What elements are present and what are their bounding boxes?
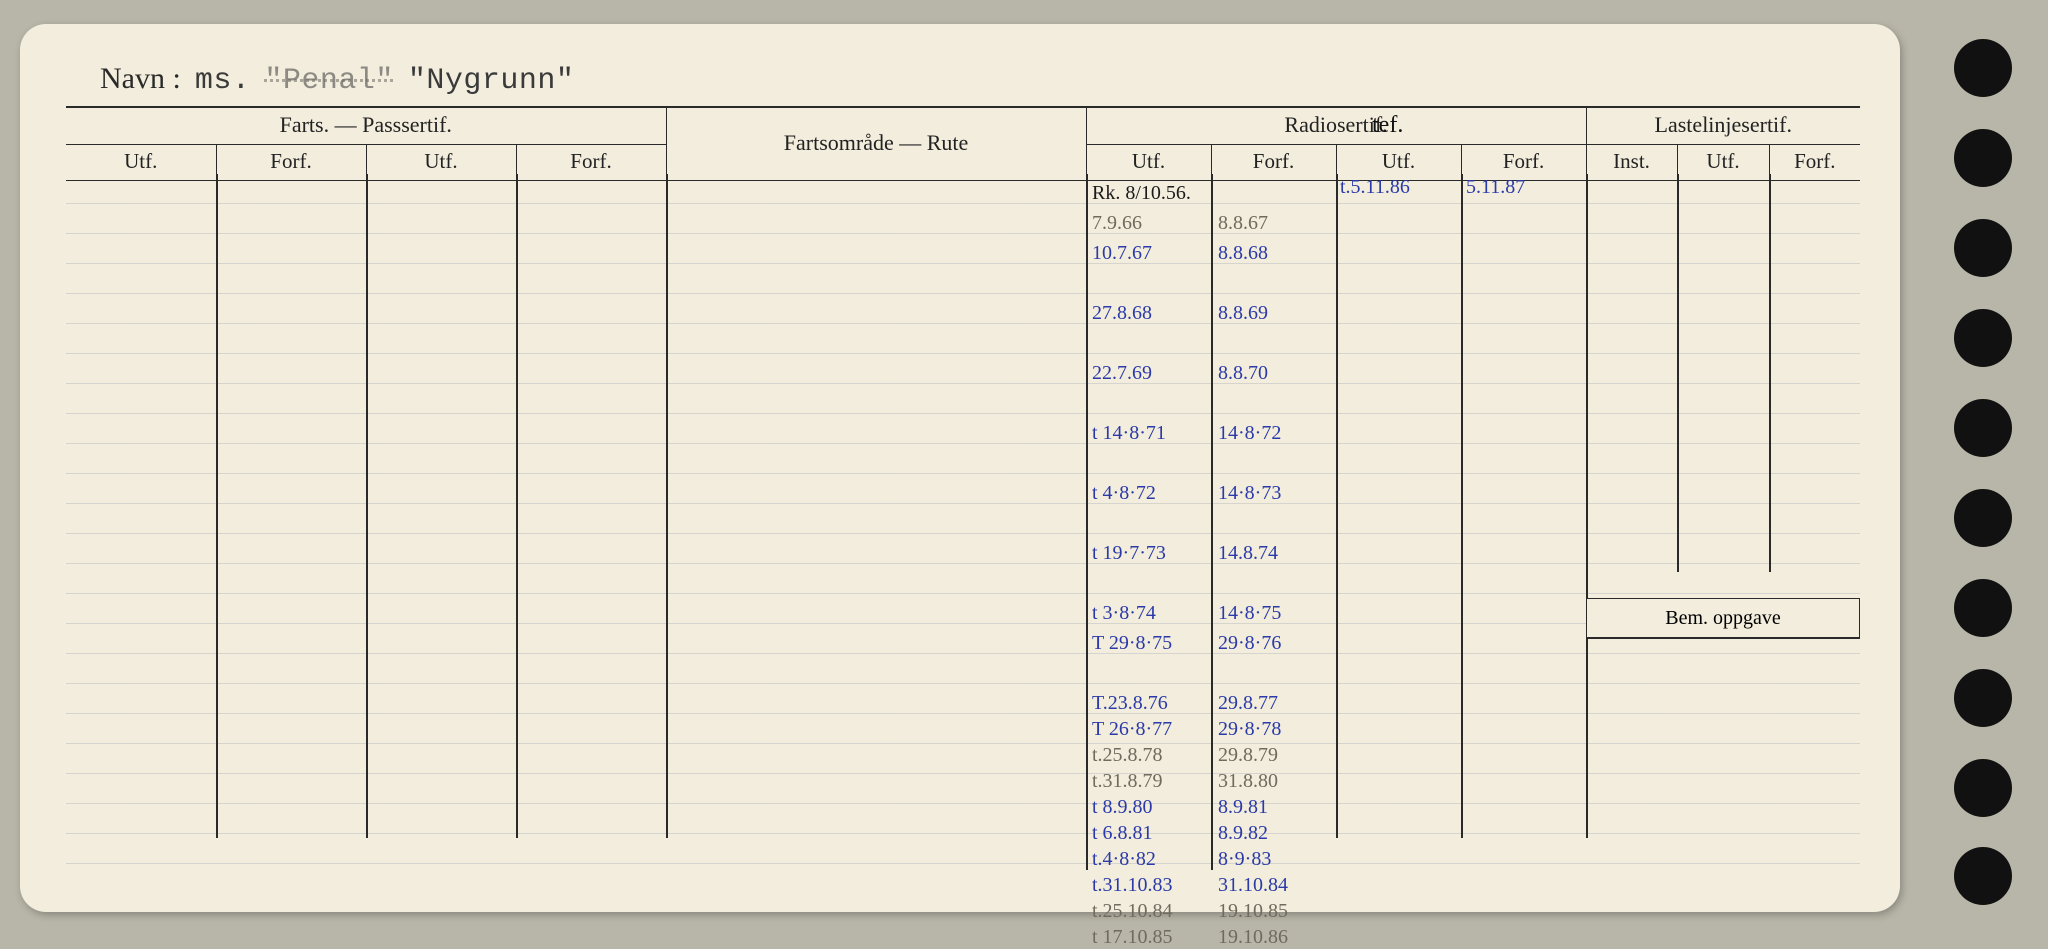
hand-entry: t 6.8.81	[1092, 822, 1153, 845]
hand-entry: 22.7.69	[1092, 362, 1152, 385]
hand-entry: t 17.10.85	[1092, 926, 1173, 949]
hand-entry: t 3·8·74	[1092, 602, 1156, 625]
hand-entry: t 19·7·73	[1092, 542, 1166, 565]
column-rule	[1461, 174, 1463, 838]
th-group-pass: Farts. — Passsertif.	[66, 107, 666, 145]
hand-entry: 8·9·83	[1218, 848, 1271, 871]
binder-hole	[1954, 579, 2012, 637]
th-laste-utf: Utf.	[1677, 145, 1769, 181]
hand-entry: 8.8.68	[1218, 242, 1268, 265]
index-card: Navn : ms. "Penal" "Nygrunn" Farts. — Pa…	[20, 24, 1900, 912]
binder-hole	[1954, 399, 2012, 457]
hand-entry: t 14·8·71	[1092, 422, 1166, 445]
th-laste-forf: Forf.	[1769, 145, 1860, 181]
binder-hole	[1954, 129, 2012, 187]
navn-label: Navn :	[100, 62, 181, 96]
column-rule	[1586, 174, 1588, 838]
header-grid: Farts. — Passsertif. Fartsområde — Rute …	[66, 106, 1860, 181]
hand-entry: 8.8.70	[1218, 362, 1268, 385]
name-prefix-typed: ms.	[195, 64, 251, 98]
column-rule	[516, 174, 518, 838]
hand-entry: 19.10.86	[1218, 926, 1288, 949]
th-laste-inst: Inst.	[1586, 145, 1677, 181]
hand-entry: 31.10.84	[1218, 874, 1288, 897]
binder-hole	[1954, 847, 2012, 905]
th-group-laste: Lastelinjesertif.	[1586, 107, 1860, 145]
column-rule	[1336, 174, 1338, 838]
th-radio-forf1: Forf.	[1211, 145, 1336, 181]
ruled-lines	[66, 174, 1860, 882]
hand-entry: 29.8.79	[1218, 744, 1278, 767]
hand-entry: T 26·8·77	[1092, 718, 1172, 741]
name-current-typed: "Nygrunn"	[408, 64, 575, 98]
hand-entry: t.4·8·82	[1092, 848, 1156, 871]
binder-hole	[1954, 309, 2012, 367]
th-pass-forf1: Forf.	[216, 145, 366, 181]
hand-entry: t 4·8·72	[1092, 482, 1156, 505]
binder-holes	[1932, 0, 2012, 936]
column-rule	[1769, 174, 1771, 572]
th-pass-utf2: Utf.	[366, 145, 516, 181]
hand-entry: 14·8·75	[1218, 602, 1281, 625]
hand-entry: 5.11.87	[1466, 176, 1525, 199]
hand-entry: 14·8·72	[1218, 422, 1281, 445]
hand-entry: t 8.9.80	[1092, 796, 1153, 819]
hand-entry: 31.8.80	[1218, 770, 1278, 793]
hand-entry: 29·8·76	[1218, 632, 1281, 655]
name-struck-typed: "Penal"	[264, 64, 394, 98]
hand-entry: 29·8·78	[1218, 718, 1281, 741]
hand-entry: 8.9.82	[1218, 822, 1268, 845]
hand-entry: t.31.8.79	[1092, 770, 1163, 793]
column-rule	[666, 174, 668, 838]
column-rule	[366, 174, 368, 838]
hand-entry: 14·8·73	[1218, 482, 1281, 505]
hand-entry: 14.8.74	[1218, 542, 1278, 565]
hand-entry: t.25.10.84	[1092, 900, 1173, 923]
bem-oppgave-rule	[1586, 638, 1860, 639]
hand-entry: t.5.11.86	[1340, 176, 1410, 199]
hand-entry: 29.8.77	[1218, 692, 1278, 715]
th-radio-utf1: Utf.	[1086, 145, 1211, 181]
hand-entry: 7.9.66	[1092, 212, 1142, 235]
hand-entry: Rk. 8/10.56.	[1092, 182, 1191, 205]
hand-entry: t.25.8.78	[1092, 744, 1163, 767]
th-group-rute: Fartsområde — Rute	[666, 107, 1086, 181]
hand-entry: t.31.10.83	[1092, 874, 1173, 897]
name-line: Navn : ms. "Penal" "Nygrunn"	[100, 62, 574, 98]
binder-hole	[1954, 759, 2012, 817]
column-rule	[1677, 174, 1679, 572]
radio-annot-hand: tef.	[1372, 112, 1403, 139]
hand-entry: 8.9.81	[1218, 796, 1268, 819]
hand-entry: 19.10.85	[1218, 900, 1288, 923]
binder-hole	[1954, 219, 2012, 277]
hand-entry: 27.8.68	[1092, 302, 1152, 325]
hand-entry: 8.8.67	[1218, 212, 1268, 235]
binder-hole	[1954, 489, 2012, 547]
binder-hole	[1954, 669, 2012, 727]
column-rule	[1211, 174, 1213, 870]
hand-entry: T 29·8·75	[1092, 632, 1172, 655]
column-rule	[216, 174, 218, 838]
hand-entry: 8.8.69	[1218, 302, 1268, 325]
hand-entry: 10.7.67	[1092, 242, 1152, 265]
column-rule	[1086, 174, 1088, 870]
bem-oppgave-box: Bem. oppgave	[1586, 598, 1860, 638]
th-pass-forf2: Forf.	[516, 145, 666, 181]
th-group-radio: Radiosertif.	[1086, 107, 1586, 145]
binder-hole	[1954, 39, 2012, 97]
hand-entry: T.23.8.76	[1092, 692, 1168, 715]
th-pass-utf1: Utf.	[66, 145, 216, 181]
